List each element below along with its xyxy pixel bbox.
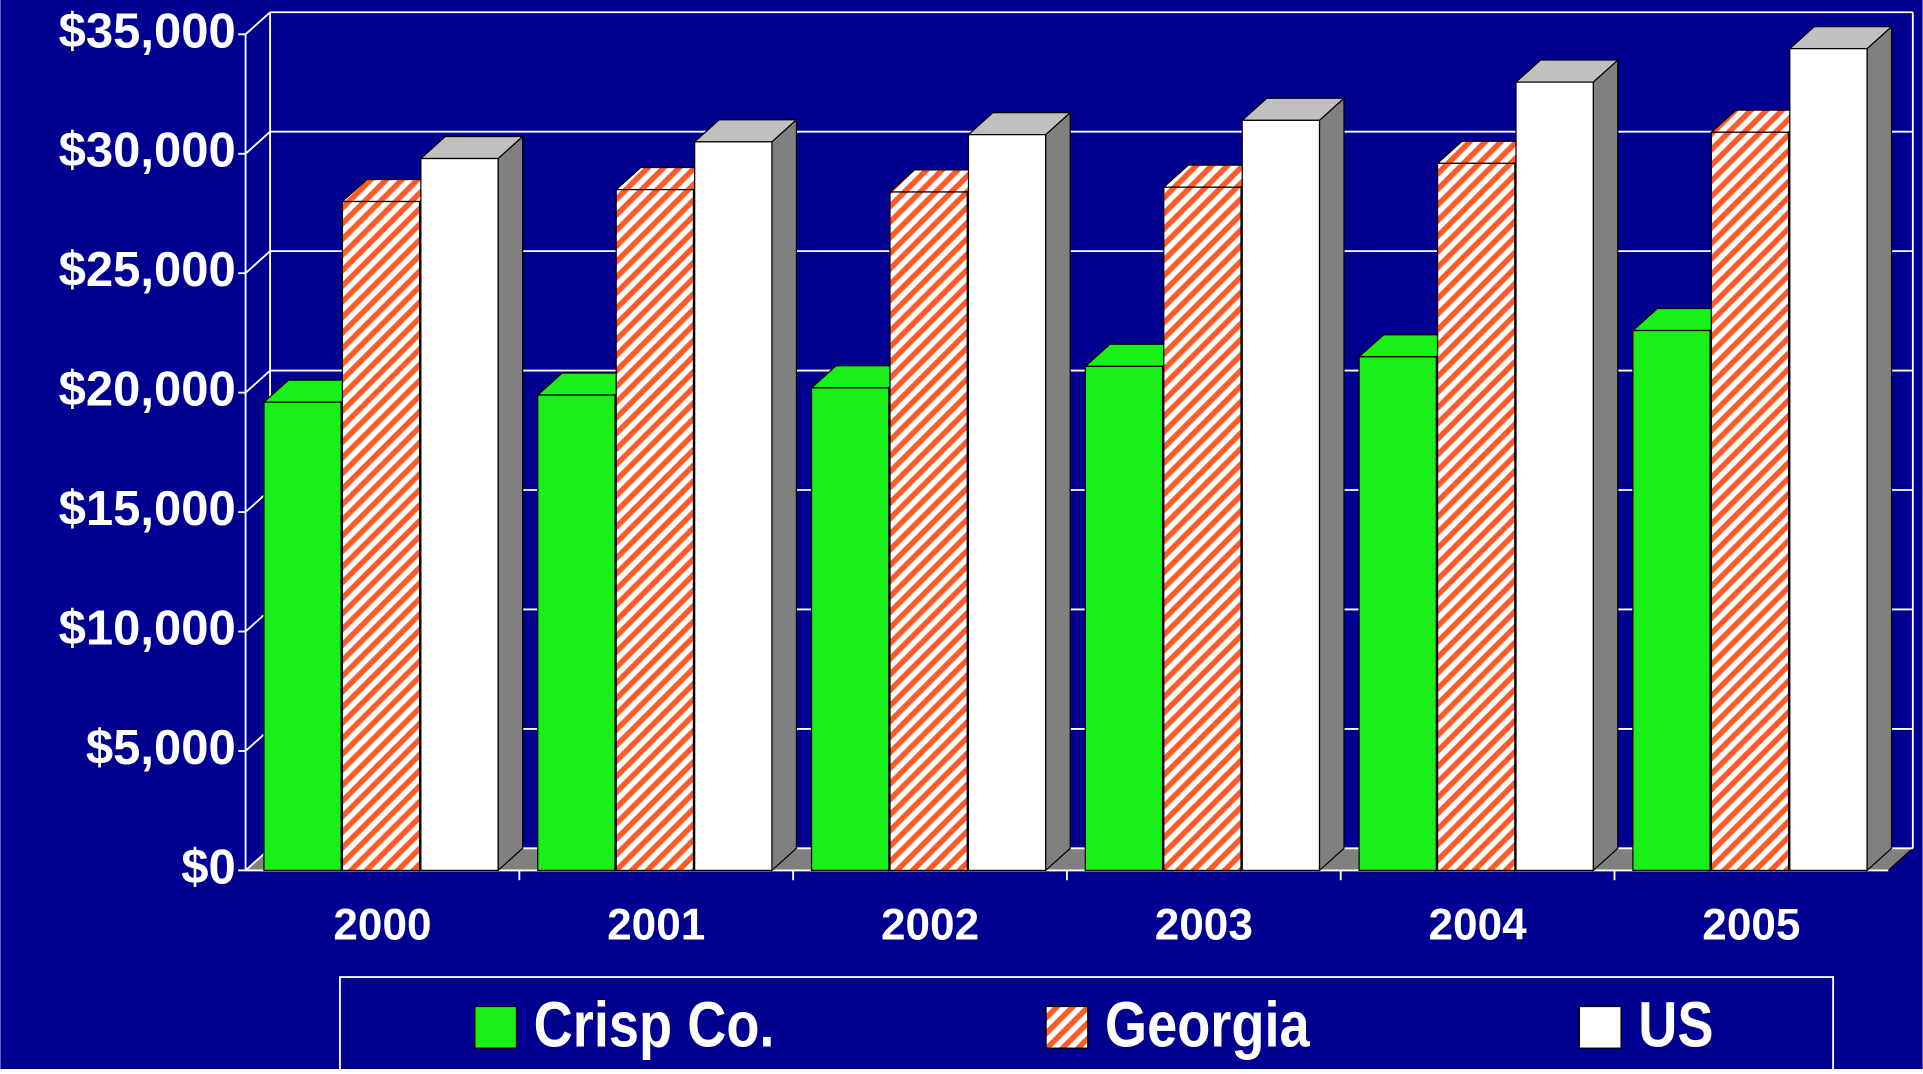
bar-side [1318, 96, 1345, 872]
y-tick-label: $10,000 [59, 601, 236, 655]
bar [1632, 329, 1711, 872]
bar [1084, 365, 1164, 872]
y-tick-label: $25,000 [59, 243, 236, 297]
y-tick-label: $35,000 [59, 4, 236, 58]
y-tick-label: $20,000 [59, 363, 236, 417]
bar [889, 191, 968, 872]
legend [339, 976, 1835, 1074]
bar [1436, 162, 1516, 872]
bar-side [771, 118, 798, 872]
bar [1789, 48, 1868, 872]
y-tick-label: $30,000 [59, 124, 236, 178]
x-tick-label: 2004 [1429, 901, 1528, 950]
legend-swatch [474, 1005, 518, 1049]
legend-label: Georgia [1105, 988, 1311, 1060]
legend-swatch [1045, 1005, 1089, 1049]
grid-line-side [244, 369, 271, 394]
x-tick-label: 2005 [1702, 901, 1800, 950]
grid-line-side [244, 131, 271, 155]
legend-label: US [1638, 988, 1713, 1060]
bar [1163, 186, 1242, 872]
bar [420, 157, 499, 872]
y-tick-label: $0 [181, 840, 236, 894]
x-tick-label: 2003 [1155, 901, 1253, 950]
x-tick-label: 2002 [881, 901, 979, 950]
bar [1241, 119, 1321, 872]
y-tick-label: $5,000 [86, 721, 236, 775]
bar-side [1045, 111, 1071, 872]
bar-side [1866, 25, 1893, 872]
x-tick-label: 2000 [333, 901, 431, 950]
y-tick-label: $15,000 [59, 482, 236, 536]
bar [615, 188, 695, 872]
bar [810, 387, 890, 872]
bar [694, 141, 773, 872]
bar-side [1592, 58, 1619, 872]
bar [537, 394, 616, 872]
grid-line-side [244, 250, 271, 274]
bar-side [497, 135, 524, 872]
x-tick-label: 2001 [607, 901, 705, 950]
bar [1710, 131, 1790, 872]
bar [967, 134, 1047, 872]
bar [263, 401, 342, 872]
bar [1515, 81, 1594, 872]
legend-swatch [1578, 1005, 1622, 1049]
bar [341, 200, 421, 872]
legend-label: Crisp Co. [534, 988, 775, 1060]
bar [1358, 356, 1437, 872]
grid-line-side [244, 11, 271, 36]
